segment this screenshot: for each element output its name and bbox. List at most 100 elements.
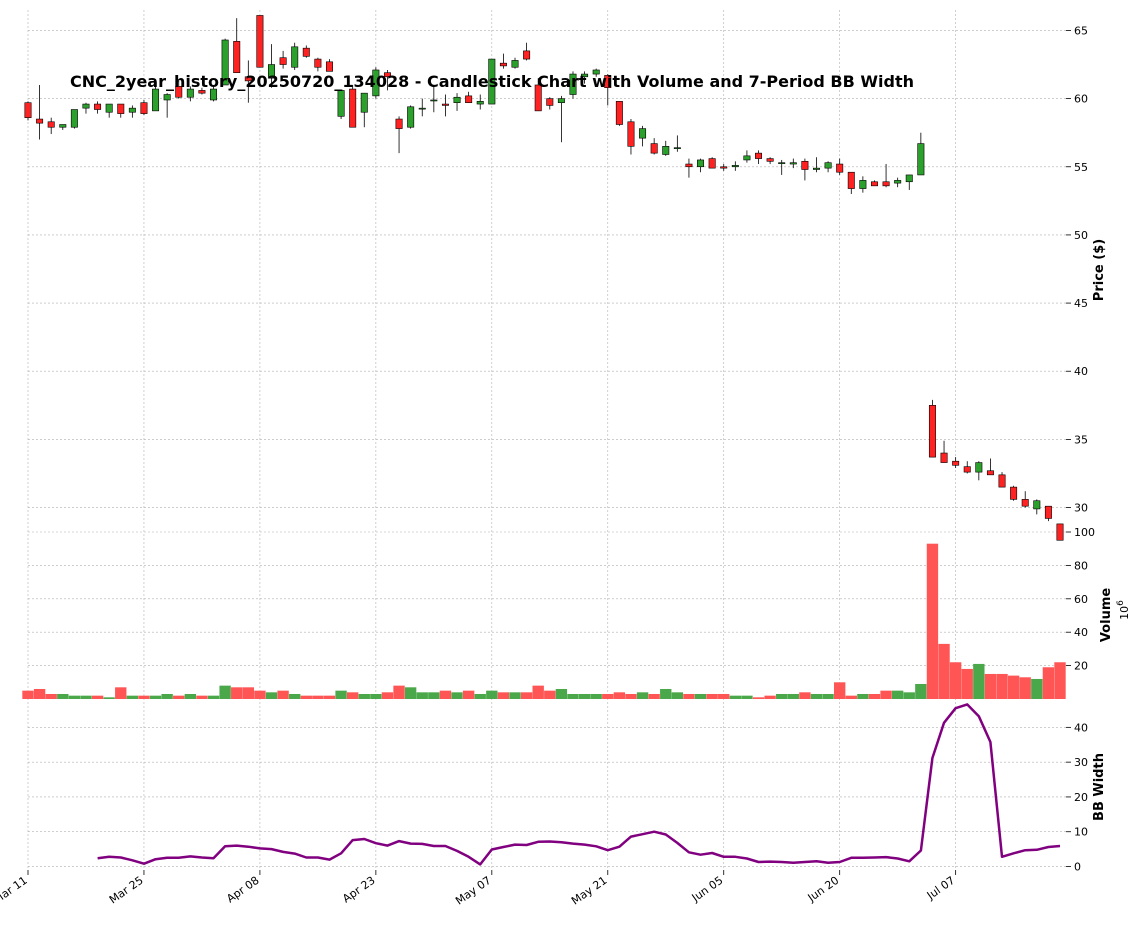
volume-bar: [404, 687, 417, 699]
candle-down: [24, 102, 32, 118]
candle-up: [557, 98, 565, 103]
candle-up: [789, 162, 797, 165]
volume-bar: [312, 695, 324, 699]
volume-bar: [370, 693, 382, 699]
volume-bar: [277, 690, 289, 699]
bb-width-axis-label: BB Width: [1092, 753, 1107, 821]
price-y-tick-label: 65: [1074, 24, 1088, 37]
volume-bar: [115, 687, 127, 699]
candle-up: [430, 99, 438, 102]
volume-bar: [474, 693, 486, 699]
volume-bar: [358, 693, 370, 699]
candle-down: [175, 86, 183, 98]
candle-down: [928, 405, 936, 458]
candle-down: [940, 452, 948, 463]
volume-bar: [231, 687, 243, 699]
volume-bar: [718, 693, 730, 699]
volume-bar: [706, 693, 718, 699]
candle-up: [163, 94, 171, 101]
candle-up: [453, 96, 461, 103]
candle-down: [395, 118, 403, 129]
volume-bar: [973, 663, 985, 699]
price-y-tick-label: 30: [1074, 502, 1088, 515]
price-y-tick-label: 40: [1074, 365, 1088, 378]
candle-up: [569, 73, 577, 95]
volume-bar: [207, 695, 220, 699]
volume-bar: [45, 693, 57, 699]
candle-down: [755, 152, 763, 159]
candle-down: [847, 171, 855, 189]
volume-bar: [810, 693, 823, 699]
x-tick-label: May 21: [569, 874, 609, 908]
volume-bar: [138, 695, 150, 699]
volume-bar: [532, 685, 544, 699]
candle-down: [349, 88, 357, 128]
candle-up: [82, 103, 90, 109]
candle-up: [291, 46, 299, 68]
volume-bar: [335, 690, 347, 699]
candle-up: [128, 107, 136, 113]
candle-down: [325, 61, 333, 72]
bb-y-tick-label: 30: [1074, 756, 1088, 769]
volume-bar: [33, 688, 46, 699]
volume-bar: [961, 668, 973, 699]
bb-y-tick-label: 10: [1074, 826, 1088, 839]
volume-bar: [161, 693, 173, 699]
candle-down: [383, 72, 391, 78]
volume-bar: [346, 692, 359, 699]
volume-bar: [126, 695, 139, 699]
x-tick-label: Jun 20: [805, 874, 842, 905]
volume-bar: [834, 682, 846, 699]
candle-down: [1044, 505, 1052, 519]
volume-bar: [776, 693, 788, 699]
volume-bar: [149, 695, 162, 699]
volume-bar: [741, 695, 753, 699]
candle-down: [534, 84, 542, 112]
candle-down: [685, 163, 693, 168]
volume-bar: [300, 695, 312, 699]
vol-y-tick-label: 80: [1074, 559, 1088, 572]
price-y-tick-label: 50: [1074, 229, 1088, 242]
candle-up: [639, 128, 647, 139]
volume-bar: [694, 693, 707, 699]
bb-y-tick-label: 0: [1074, 861, 1081, 874]
price-y-tick-label: 45: [1074, 297, 1088, 310]
candle-up: [673, 147, 681, 149]
volume-bar: [91, 695, 104, 699]
candle-up: [372, 69, 380, 97]
volume-bar: [416, 692, 428, 699]
candle-up: [581, 73, 589, 78]
volume-bar: [891, 690, 904, 699]
candle-up: [488, 58, 496, 105]
volume-bar: [926, 543, 939, 699]
candle-up: [152, 88, 160, 112]
candle-up: [824, 162, 832, 169]
volume-bar: [497, 692, 510, 699]
volume-bar: [671, 692, 684, 699]
volume-bar: [602, 693, 614, 699]
candle-down: [140, 102, 148, 114]
volume-bar: [323, 695, 336, 699]
candle-up: [511, 60, 519, 68]
volume-bar: [242, 687, 254, 699]
candle-up: [731, 165, 739, 168]
candle-down: [198, 90, 206, 94]
volume-bar: [590, 693, 602, 699]
candle-down: [302, 47, 310, 57]
volume-bar: [184, 693, 197, 699]
volume-bar: [451, 692, 463, 699]
candle-down: [720, 166, 728, 169]
bb-y-tick-label: 20: [1074, 791, 1088, 804]
volume-bar: [636, 692, 649, 699]
candle-up: [905, 174, 913, 183]
candle-down: [627, 121, 635, 147]
volume-bar: [509, 692, 521, 699]
volume-bar: [544, 690, 556, 699]
x-tick-label: Jun 05: [689, 874, 726, 905]
candle-up: [743, 155, 751, 161]
volume-bar: [938, 643, 950, 699]
volume-bar: [648, 693, 660, 699]
volume-bar: [683, 693, 695, 699]
candle-up: [778, 162, 786, 164]
